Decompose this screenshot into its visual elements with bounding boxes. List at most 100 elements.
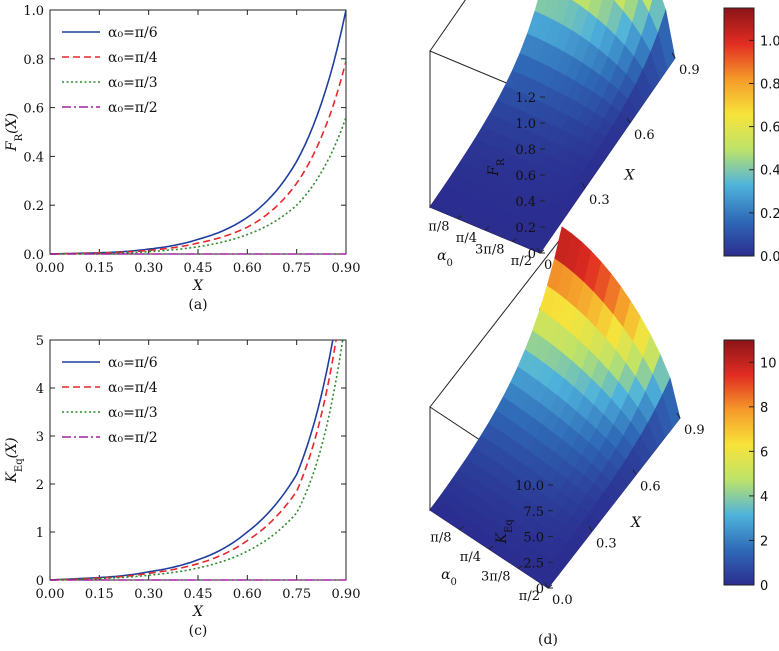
series-line-2 — [50, 339, 344, 581]
line-chart-c: 0.00 0.15 0.30 0.45 0.60 0.75 0.90 0 1 2 3 4 5 α₀=π/6… — [36, 334, 361, 639]
z-tick-label: 1.2 — [515, 91, 536, 106]
series-line-2 — [50, 117, 346, 255]
x-tick-label: 0.00 — [36, 587, 65, 602]
x-tick-label: 0.00 — [36, 261, 65, 276]
alpha-tick-mark — [484, 226, 490, 231]
alpha-tick-label: π/2 — [519, 589, 540, 604]
alpha-tick-mark — [547, 584, 553, 589]
x-tick-label: 0.0 — [552, 593, 573, 608]
y-tick-label: 3 — [36, 430, 44, 445]
colorbar-tick-label: 0 — [760, 579, 768, 594]
alpha-tick-mark — [459, 526, 464, 530]
alpha-tick-mark — [488, 545, 494, 550]
x-tick-label: 0.45 — [184, 261, 213, 276]
colorbar-tick-label: 1.0 — [760, 34, 779, 49]
colorbar-tick-label: 8 — [760, 401, 768, 416]
legend-label: α₀=π/6 — [108, 25, 158, 41]
x-tick-label: 0.15 — [85, 261, 114, 276]
x-tick-mark — [544, 582, 549, 589]
y-tick-label: 5 — [36, 334, 44, 349]
panel-caption: (d) — [538, 632, 558, 648]
alpha-tick-mark — [457, 215, 462, 219]
colorbar-tick-label: 0.8 — [760, 77, 779, 92]
surface-patch — [571, 0, 581, 5]
y-tick-label: 1 — [36, 526, 44, 541]
surface-patch — [613, 0, 627, 12]
surface-chart-b: 0 0.2 0.4 0.6 0.8 1.0 1.2 π/8 π/43π/8 π/2 0.0 0.3 0.… — [428, 0, 779, 320]
alpha-tick-label: π/2 — [511, 254, 532, 269]
surface-patch — [622, 0, 639, 23]
alpha-tick-label: 3π/8 — [475, 243, 504, 258]
x-tick-label: 0.3 — [589, 193, 610, 208]
colorbar — [723, 339, 755, 586]
x-tick-label: 0.75 — [282, 587, 311, 602]
z-tick-label: 5.0 — [523, 531, 544, 546]
colorbar — [723, 7, 755, 257]
z-tick-label: 0.8 — [515, 143, 536, 158]
colorbar-tick-label: 6 — [760, 445, 768, 460]
plot-frame — [49, 9, 347, 255]
series-line-1 — [50, 339, 337, 581]
legend-label: α₀=π/4 — [108, 50, 158, 66]
alpha-tick-label: 3π/8 — [481, 570, 510, 585]
z-tick-label: 1.0 — [515, 117, 536, 132]
x-axis-label: X — [192, 278, 204, 294]
y-tick-label: 0.4 — [23, 150, 44, 165]
z-tick-label: 0.4 — [515, 195, 536, 210]
x-tick-label: 0.30 — [134, 261, 163, 276]
x-axis-label: X — [630, 515, 642, 531]
y-tick-label: 0.2 — [23, 199, 44, 214]
x-tick-mark — [671, 52, 676, 59]
z-tick-label: 2.5 — [523, 556, 544, 571]
y-tick-label: 0.6 — [23, 102, 44, 117]
x-tick-label: 0.15 — [85, 587, 114, 602]
x-tick-label: 0.75 — [282, 261, 311, 276]
alpha-tick-mark — [512, 238, 517, 242]
z-axis-label: KEq — [494, 519, 515, 545]
line-chart-a: 0.00 0.15 0.30 0.45 0.60 0.75 0.90 0.0 0.2 0.4 0.6… — [23, 4, 360, 313]
y-tick-label: 0 — [36, 574, 44, 589]
z-tick-label: 7.5 — [523, 505, 544, 520]
surface-chart-d: 02.55.07.510.0π/8π/43π/8π/2 0.00.30.60.9X… — [429, 226, 777, 648]
series-line-1 — [50, 60, 346, 255]
x-tick-label: 0.45 — [184, 587, 213, 602]
alpha-axis-label: α0 — [441, 567, 457, 588]
alpha-tick-label: π/4 — [456, 231, 477, 246]
x-tick-label: 0.6 — [634, 128, 655, 143]
legend-label: α₀=π/3 — [108, 405, 158, 421]
z-tick-label: 10.0 — [515, 479, 544, 494]
alpha-tick-label: π/8 — [430, 531, 451, 546]
surface-patch — [578, 0, 592, 12]
surface-patch — [552, 0, 570, 25]
colorbar-tick-label: 0.4 — [760, 164, 779, 179]
y-tick-label: 4 — [36, 382, 44, 397]
surface-patch — [597, 0, 615, 28]
colorbar-tick-label: 4 — [760, 490, 768, 505]
y-tick-label: 1.0 — [23, 4, 44, 19]
alpha-tick-label: π/4 — [460, 550, 481, 565]
z-tick-label: 0.2 — [515, 221, 536, 236]
colorbar-tick-label: 0.0 — [760, 250, 779, 265]
x-tick-label: 0.60 — [233, 261, 262, 276]
x-tick-label: 0.90 — [332, 587, 361, 602]
alpha-axis-label: α0 — [437, 248, 453, 269]
alpha-tick-mark — [539, 249, 545, 254]
z-tick-label: 0.6 — [515, 169, 536, 184]
surface-patch — [543, 0, 560, 20]
x-axis-label: X — [624, 168, 636, 184]
y-tick-label: 2 — [36, 478, 44, 493]
x-tick-label: 0.3 — [596, 536, 617, 551]
colorbar-tick-label: 0.6 — [760, 121, 779, 136]
x-tick-label: 0.90 — [332, 261, 361, 276]
legend-label: α₀=π/2 — [108, 100, 158, 116]
x-tick-label: 0.9 — [679, 63, 700, 78]
alpha-tick-label: π/8 — [428, 220, 449, 235]
panel-caption: (a) — [188, 297, 207, 313]
x-tick-mark — [581, 182, 586, 189]
series-line-0 — [50, 9, 346, 255]
colorbar-tick-label: 10 — [760, 356, 777, 371]
x-tick-label: 0.6 — [640, 480, 661, 495]
x-tick-label: 0.9 — [684, 423, 705, 438]
x-axis-label: X — [192, 604, 204, 620]
